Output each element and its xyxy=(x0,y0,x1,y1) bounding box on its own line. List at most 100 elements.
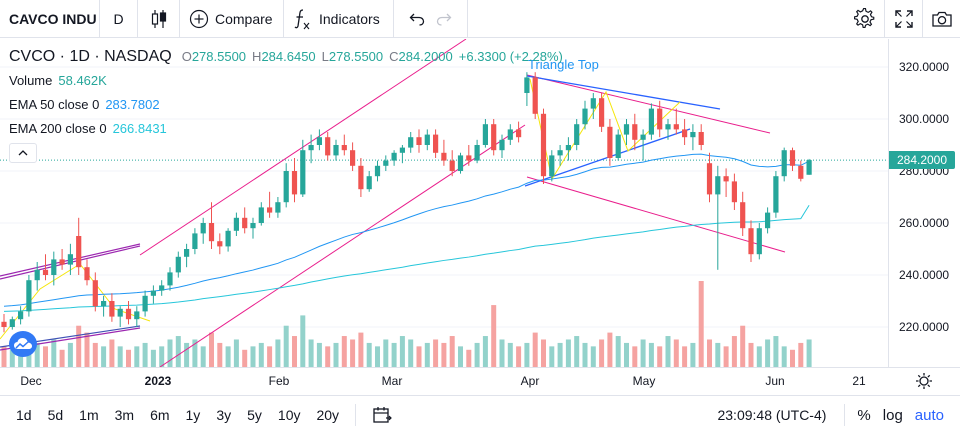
volume-bar xyxy=(159,346,165,367)
candle-body xyxy=(756,228,762,255)
fullscreen-button[interactable] xyxy=(884,0,922,38)
low-key: L xyxy=(321,49,329,64)
close-key: C xyxy=(389,49,399,64)
candle-body xyxy=(366,176,372,190)
triangle-line xyxy=(526,75,721,110)
volume-bar xyxy=(790,349,795,367)
range-1m-button[interactable]: 1m xyxy=(79,406,99,423)
interval-button[interactable]: D xyxy=(100,0,138,38)
log-scale-toggle[interactable]: log xyxy=(882,406,903,424)
volume-bar xyxy=(209,332,214,367)
volume-bar xyxy=(607,332,613,367)
candle-body xyxy=(516,129,522,138)
volume-bar xyxy=(383,339,389,367)
candle-body xyxy=(582,108,588,125)
time-label: Jun xyxy=(765,374,785,388)
range-5d-button[interactable]: 5d xyxy=(47,406,64,423)
candle-body xyxy=(117,308,123,317)
volume-bar xyxy=(59,349,65,367)
percent-scale-toggle[interactable]: % xyxy=(857,406,871,424)
volume-bar xyxy=(648,342,654,367)
price-chart[interactable] xyxy=(0,39,888,367)
triangle-top-label[interactable]: Triangle Top xyxy=(528,57,599,72)
candle-body xyxy=(507,129,513,140)
ohlc-legend: CVCO · 1D · NASDAQ O 278.5500 H 284.6450 L… xyxy=(9,45,569,69)
ema200-legend[interactable]: EMA 200 close 0 266.8431 xyxy=(9,117,569,141)
chart-type-button[interactable] xyxy=(138,0,180,38)
candle-body xyxy=(308,145,314,151)
candle-body xyxy=(109,301,115,317)
volume-bar xyxy=(126,349,131,367)
clock-timezone[interactable]: 23:09:48 (UTC-4) xyxy=(717,407,827,423)
low-value: 278.5500 xyxy=(328,49,384,64)
collapse-legend-button[interactable] xyxy=(9,143,37,163)
volume-bar xyxy=(300,315,306,367)
top-toolbar: CAVCO INDU D Compare Indicators xyxy=(0,0,960,38)
redo-icon[interactable] xyxy=(436,12,452,26)
volume-bar xyxy=(101,346,107,367)
range-5y-button[interactable]: 5y xyxy=(247,406,262,423)
volume-bar xyxy=(449,336,455,367)
volume-bar xyxy=(34,342,40,367)
time-label: Dec xyxy=(20,374,42,388)
ema50-legend[interactable]: EMA 50 close 0 283.7802 xyxy=(9,93,569,117)
settings-button[interactable] xyxy=(846,0,884,38)
candle-body xyxy=(150,290,156,296)
symbol-search-button[interactable]: CAVCO INDU xyxy=(0,0,100,38)
candle-body xyxy=(607,126,613,158)
plus-circle-icon xyxy=(189,9,209,28)
candle-body xyxy=(250,223,256,229)
volume-bar xyxy=(806,339,812,367)
volume-bar xyxy=(308,339,314,367)
range-20y-button[interactable]: 20y xyxy=(316,406,340,423)
candle-body xyxy=(374,165,381,177)
range-1y-button[interactable]: 1y xyxy=(185,406,201,423)
auto-scale-toggle[interactable]: auto xyxy=(914,406,944,424)
price-axis[interactable]: 320.0000 300.0000 280.0000 260.0000 240.… xyxy=(888,39,960,367)
range-3m-button[interactable]: 3m xyxy=(114,406,135,423)
tradingview-logo[interactable] xyxy=(9,331,37,357)
time-axis-settings-button[interactable] xyxy=(888,368,960,394)
candle-body xyxy=(59,259,65,265)
volume-bar xyxy=(491,305,497,367)
candle-body xyxy=(466,155,472,161)
current-price-tag: 284.2000 xyxy=(889,151,955,169)
volume-bar xyxy=(632,346,638,367)
close-value: 284.2000 xyxy=(398,49,453,64)
indicators-button[interactable]: Indicators xyxy=(284,0,394,38)
range-1d-button[interactable]: 1d xyxy=(16,406,32,423)
volume-legend[interactable]: Volume 58.462K xyxy=(9,69,569,93)
volume-bar xyxy=(366,342,372,367)
candle-body xyxy=(283,171,289,203)
volume-bar xyxy=(84,332,90,367)
candle-body xyxy=(26,280,32,312)
volume-bar xyxy=(92,342,98,367)
volume-bar xyxy=(541,339,546,367)
volume-bar xyxy=(150,349,156,367)
candle-body xyxy=(773,176,779,213)
volume-bar xyxy=(565,339,571,367)
symbol-title[interactable]: CVCO · 1D · NASDAQ xyxy=(9,48,172,65)
function-icon xyxy=(294,8,310,29)
range-6m-button[interactable]: 6m xyxy=(150,406,170,423)
range-3y-button[interactable]: 3y xyxy=(216,406,232,423)
range-10y-button[interactable]: 10y xyxy=(277,406,301,423)
volume-bar xyxy=(657,346,663,367)
goto-date-button[interactable] xyxy=(364,396,400,433)
volume-bar xyxy=(474,342,480,367)
high-value: 284.6450 xyxy=(261,49,316,64)
volume-bar xyxy=(391,342,397,367)
candle-body xyxy=(474,145,480,161)
time-axis[interactable]: Dec 2023 Feb Mar Apr May Jun 21 xyxy=(0,367,960,393)
undo-icon[interactable] xyxy=(409,12,425,26)
volume-bar xyxy=(673,339,679,367)
candle-body xyxy=(200,223,206,234)
candle-body xyxy=(574,124,580,145)
chart-pane[interactable] xyxy=(0,39,960,367)
snapshot-button[interactable] xyxy=(922,0,960,38)
volume-bar xyxy=(192,339,198,367)
candle-body xyxy=(706,163,713,195)
volume-bar xyxy=(225,346,231,367)
compare-button[interactable]: Compare xyxy=(180,0,284,38)
candle-body xyxy=(457,155,464,171)
